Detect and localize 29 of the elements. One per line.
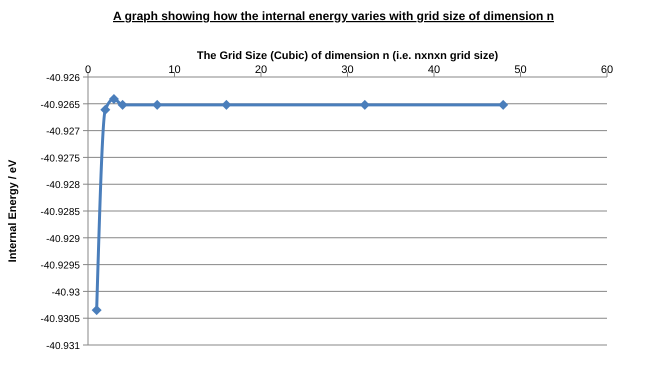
point — [360, 100, 370, 110]
x-tick-label: 50 — [514, 64, 527, 76]
x-tick-label: 40 — [428, 64, 440, 76]
y-tick-label: -40.9295 — [40, 260, 80, 272]
y-axis-title: Internal Energy / eV — [7, 158, 19, 262]
y-tick-label: -40.927 — [46, 126, 80, 138]
y-tick-label: -40.9285 — [40, 207, 80, 218]
x-axis-title: The Grid Size (Cubic) of dimension n (i.e. nxnxn grid size) — [196, 50, 498, 62]
point — [498, 100, 508, 110]
chart-title: A graph showing how the internal energy varies with grid size of dimension n — [113, 9, 554, 23]
y-tick-label: -40.931 — [46, 341, 80, 352]
y-tick-label: -40.929 — [46, 234, 80, 245]
point — [152, 100, 162, 110]
point — [100, 104, 110, 115]
x-tick-label: 20 — [254, 64, 268, 76]
x-tick-label: 60 — [600, 64, 614, 76]
point — [108, 94, 119, 104]
x-tick-label: 10 — [168, 64, 181, 76]
y-tick-label: -40.926 — [46, 73, 80, 84]
point — [221, 100, 232, 110]
y-tick-label: -40.928 — [46, 180, 80, 192]
y-tick-label: -40.9305 — [40, 314, 80, 326]
point — [118, 100, 128, 110]
x-tick-label: 0 — [84, 64, 92, 76]
x-tick-label: 30 — [341, 64, 354, 76]
y-tick-label: -40.93 — [52, 287, 80, 298]
y-tick-label: -40.9275 — [40, 153, 80, 164]
point — [92, 305, 102, 316]
y-tick-label: -40.9265 — [40, 100, 80, 111]
